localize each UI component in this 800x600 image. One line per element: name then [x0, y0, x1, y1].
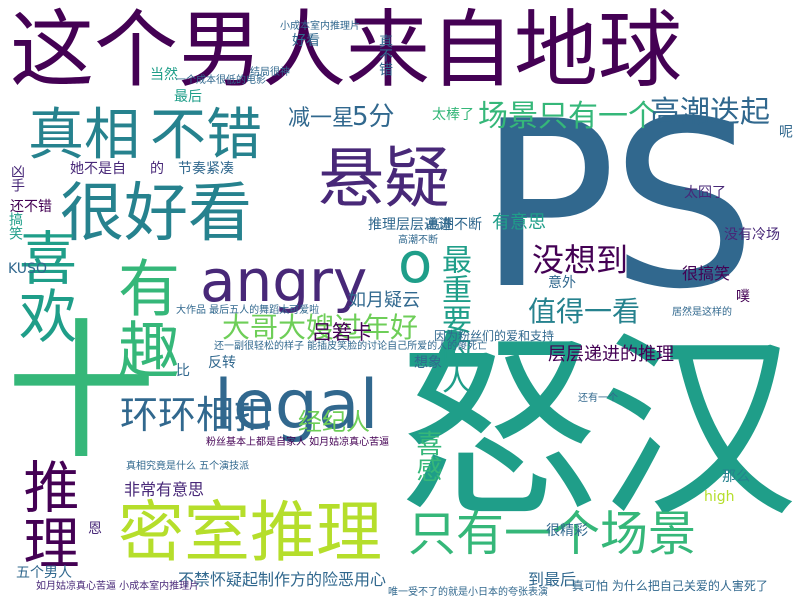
word: 凶手	[9, 164, 25, 192]
word: 太棒了	[432, 107, 474, 123]
word: 唯一受不了的就是小日本的夸张表演	[388, 587, 548, 598]
word: 经纪人	[298, 408, 370, 436]
word: high	[704, 489, 735, 505]
word: 比	[176, 363, 190, 379]
word: 喜感	[412, 430, 442, 482]
word: 反转	[208, 355, 236, 371]
word: 吕箬卡	[312, 320, 372, 344]
word: 大作品 最后五人的舞蹈太可爱啦	[176, 305, 320, 316]
word: 噗	[736, 289, 750, 305]
word: 最后	[174, 89, 202, 105]
word: 很搞笑	[682, 264, 731, 283]
word: 还一副很轻松的样子 能插皮笑脸的讨论自己所爱的人的傻死亡	[214, 341, 488, 352]
word: 不禁怀疑起制作方的险恶用心	[178, 570, 387, 589]
word: PS	[478, 73, 757, 340]
word: o	[398, 231, 433, 296]
word: 高潮迭起	[650, 95, 770, 130]
word: 搞笑	[7, 212, 23, 240]
word: 最重要的人	[436, 244, 471, 394]
word: 环环相扣	[120, 393, 273, 437]
word: 减一星	[288, 106, 355, 131]
word: 呢	[777, 124, 793, 138]
word: 5分	[352, 102, 395, 132]
word: 居然是这样的	[672, 307, 732, 318]
word: 她不是自	[70, 161, 126, 177]
word: 还不错	[10, 199, 52, 215]
word: 真不错	[377, 34, 393, 76]
word: 高潮不断	[426, 217, 482, 233]
word: 真相	[28, 103, 140, 168]
word: 那么	[722, 469, 750, 485]
word: 小成本室内推理片	[280, 21, 360, 32]
word: 节奏紧凑	[178, 161, 234, 177]
word: 悬疑	[318, 140, 450, 217]
word: 想象	[414, 355, 442, 371]
word: 只有一个场景	[408, 506, 697, 562]
word: 场景只有一个	[478, 99, 658, 134]
word: 的	[150, 161, 164, 177]
word: 还有一个	[578, 393, 618, 404]
word: 真相究竟是什么 五个演技派	[126, 461, 250, 472]
word: 推理层层递进	[368, 217, 452, 233]
word: 粉丝基本上都是自家人 如月姑凉真心苦逼	[206, 437, 390, 448]
word: 很精彩	[546, 523, 588, 539]
word: 恩	[88, 521, 102, 537]
word: 意外	[548, 275, 576, 291]
word: 没想到	[532, 241, 629, 279]
word: 十	[6, 306, 157, 480]
word: 当然	[150, 67, 178, 83]
word: 层层递进的推理	[548, 344, 674, 365]
word: 不错	[150, 103, 262, 168]
word: legal	[214, 366, 379, 445]
word: 怒汉	[398, 313, 799, 546]
word: 推理	[14, 458, 79, 570]
word: 非常有意思	[124, 480, 205, 499]
word: 没有冷场	[724, 227, 780, 243]
word: 大哥大嫂过年好	[222, 311, 419, 344]
word: 有意思	[492, 212, 546, 233]
word: 如月疑云	[348, 290, 420, 311]
word: 因为粉丝们的爱和支持	[434, 329, 555, 343]
word: KUSO	[8, 261, 47, 277]
word: 到最后	[528, 570, 577, 589]
word: 如月姑凉真心苦逼 小成本室内推理片	[36, 581, 200, 592]
word: 值得一看	[528, 295, 641, 328]
word: 很好看	[60, 177, 252, 251]
word: 结局很神	[250, 67, 290, 78]
word: 高潮不断	[398, 235, 438, 246]
word: 喜欢	[9, 228, 77, 344]
word: 有趣	[107, 256, 180, 380]
word: 这个男人来自地球	[10, 1, 683, 99]
word: angry	[200, 247, 368, 315]
word: 一个成本很低的电影	[176, 75, 266, 86]
word: 密室推理	[118, 494, 382, 571]
word: 真可怕 为什么把自己关爱的人害死了	[572, 579, 768, 593]
word: 五个男人	[16, 565, 72, 581]
word: 好看	[292, 33, 320, 49]
word: 太囧了	[684, 185, 726, 201]
